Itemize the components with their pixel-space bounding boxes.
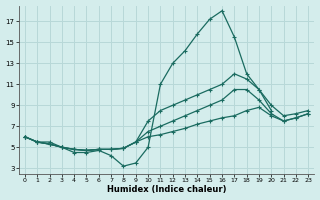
X-axis label: Humidex (Indice chaleur): Humidex (Indice chaleur)	[107, 185, 226, 194]
